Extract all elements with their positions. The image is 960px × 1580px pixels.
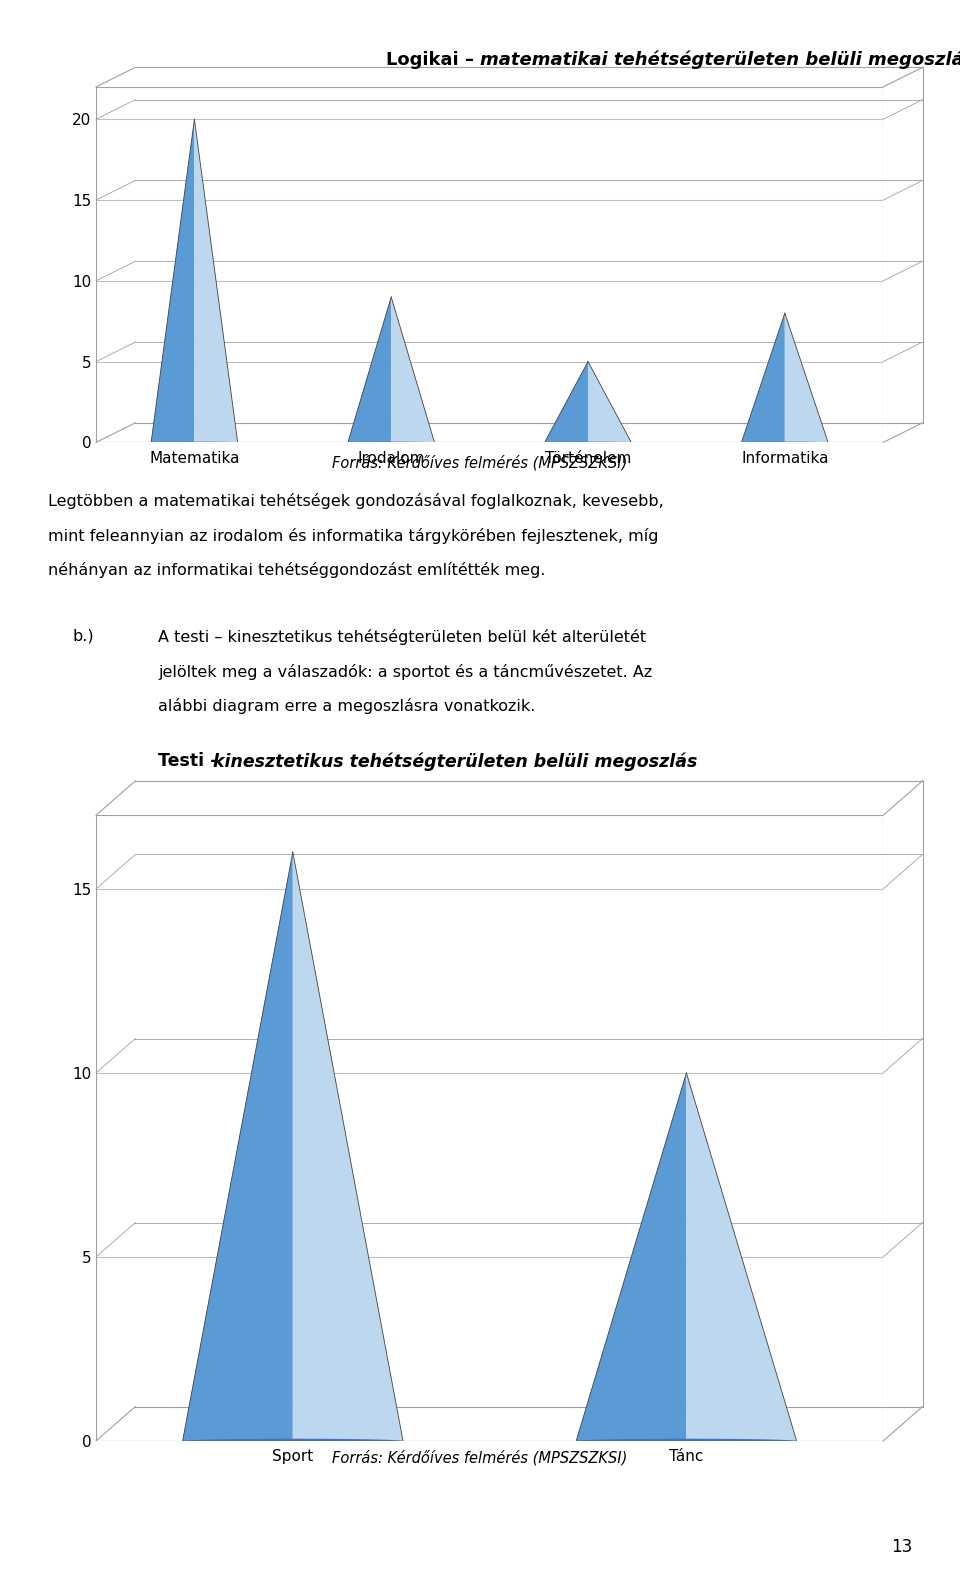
Text: b.): b.) (72, 629, 94, 643)
Polygon shape (686, 1073, 797, 1441)
Polygon shape (194, 118, 238, 442)
Polygon shape (392, 297, 435, 442)
Polygon shape (151, 118, 194, 442)
Text: Testi -: Testi - (158, 752, 224, 769)
Polygon shape (544, 362, 588, 442)
Polygon shape (588, 362, 632, 442)
Text: Forrás: Kérdőíves felmérés (MPSZSZKSI): Forrás: Kérdőíves felmérés (MPSZSZKSI) (332, 1450, 628, 1466)
Text: alábbi diagram erre a megoszlásra vonatkozik.: alábbi diagram erre a megoszlásra vonatk… (158, 698, 536, 714)
Polygon shape (293, 852, 403, 1441)
Polygon shape (348, 297, 392, 442)
Text: mint feleannyian az irodalom és informatika tárgykörében fejlesztenek, míg: mint feleannyian az irodalom és informat… (48, 528, 659, 544)
Polygon shape (741, 313, 785, 442)
Polygon shape (182, 852, 293, 1441)
Text: Forrás: Kérdőíves felmérés (MPSZSZKSI): Forrás: Kérdőíves felmérés (MPSZSZKSI) (332, 455, 628, 471)
Text: néhányan az informatikai tehétséggondozást említétték meg.: néhányan az informatikai tehétséggondozá… (48, 562, 545, 578)
Polygon shape (182, 1439, 403, 1443)
Text: kinesztetikus tehétségterületen belüli megoszlás: kinesztetikus tehétségterületen belüli m… (213, 752, 698, 771)
Text: A testi – kinesztetikus tehétségterületen belül két alterületét: A testi – kinesztetikus tehétségterülete… (158, 629, 646, 645)
Text: 13: 13 (891, 1539, 912, 1556)
Polygon shape (785, 313, 828, 442)
Text: matematikai tehétségterületen belüli megoszlás: matematikai tehétségterületen belüli meg… (480, 51, 960, 70)
Text: Logikai –: Logikai – (386, 51, 480, 70)
Text: Legtöbben a matematikai tehétségek gondozásával foglalkoznak, kevesebb,: Legtöbben a matematikai tehétségek gondo… (48, 493, 663, 509)
Polygon shape (576, 1073, 686, 1441)
Text: jelöltek meg a válaszadók: a sportot és a táncművészetet. Az: jelöltek meg a válaszadók: a sportot és … (158, 664, 653, 679)
Polygon shape (576, 1439, 797, 1443)
